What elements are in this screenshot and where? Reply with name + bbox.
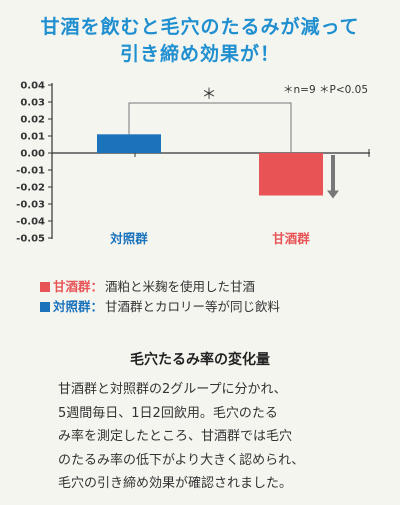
headline: 甘酒を飲むと毛穴のたるみが減って 引き締め効果が！ — [0, 14, 400, 68]
section-heading: 毛穴たるみ率の変化量 — [130, 352, 270, 368]
y-tick-label: 0.02 — [20, 115, 45, 126]
description-line: み率を測定したところ、甘酒群では毛穴 — [58, 429, 293, 444]
decrease-arrow-shaft — [331, 155, 335, 192]
bar-amazake — [259, 153, 323, 196]
legend-swatch-control — [40, 302, 50, 312]
stats-note: ＊n=9 ＊P<0.05 — [283, 84, 368, 96]
legend-desc-amazake: 酒粕と米麹を使用した甘酒 — [105, 279, 256, 294]
legend-label-control: 対照群 — [53, 299, 91, 314]
headline-line-1: 甘酒を飲むと毛穴のたるみが減って — [40, 16, 360, 38]
legend-label-amazake: 甘酒群 — [53, 279, 91, 294]
y-tick-label: -0.02 — [16, 183, 45, 194]
y-tick-label: 0.01 — [20, 132, 45, 143]
significance-bracket — [128, 102, 292, 153]
description-line: 5週間毎日、1日2回飲用。毛穴のたる — [58, 405, 278, 421]
y-tick-label: 0.04 — [20, 81, 45, 92]
legend-colon-amazake: ： — [90, 279, 104, 294]
legend-item-amazake: 甘酒群 ： 酒粕と米麹を使用した甘酒 — [40, 277, 280, 297]
description-text: 甘酒群と対照群の2グループに分かれ、 5週間毎日、1日2回飲用。毛穴のたる み率… — [58, 378, 363, 496]
description-line: のたるみ率の低下がより大きく認められ、 — [58, 452, 305, 468]
x-category-label: 対照群 — [109, 231, 148, 246]
y-tick-label: -0.04 — [16, 217, 45, 228]
headline-line-2: 引き締め効果が！ — [119, 43, 280, 65]
y-tick-label: -0.05 — [16, 234, 45, 245]
decrease-arrow-head — [327, 190, 339, 199]
y-tick-label: 0.03 — [20, 98, 45, 109]
description-line: 毛穴の引き締め効果が確認されました。 — [58, 476, 293, 491]
y-tick-label: -0.03 — [16, 200, 45, 211]
legend-desc-control: 甘酒群とカロリー等が同じ飲料 — [105, 299, 281, 314]
x-category-label: 甘酒群 — [272, 231, 310, 246]
y-tick-label: 0.00 — [20, 149, 45, 160]
legend-item-control: 対照群 ： 甘酒群とカロリー等が同じ飲料 — [40, 297, 280, 317]
bar-control — [97, 134, 161, 153]
y-tick-label: -0.01 — [16, 166, 45, 177]
significance-star: ＊ — [201, 85, 216, 103]
description-line: 甘酒群と対照群の2グループに分かれ、 — [58, 382, 287, 397]
legend-swatch-amazake — [40, 282, 50, 292]
legend: 甘酒群 ： 酒粕と米麹を使用した甘酒 対照群 ： 甘酒群とカロリー等が同じ飲料 — [40, 277, 280, 317]
legend-colon-control: ： — [90, 299, 104, 314]
